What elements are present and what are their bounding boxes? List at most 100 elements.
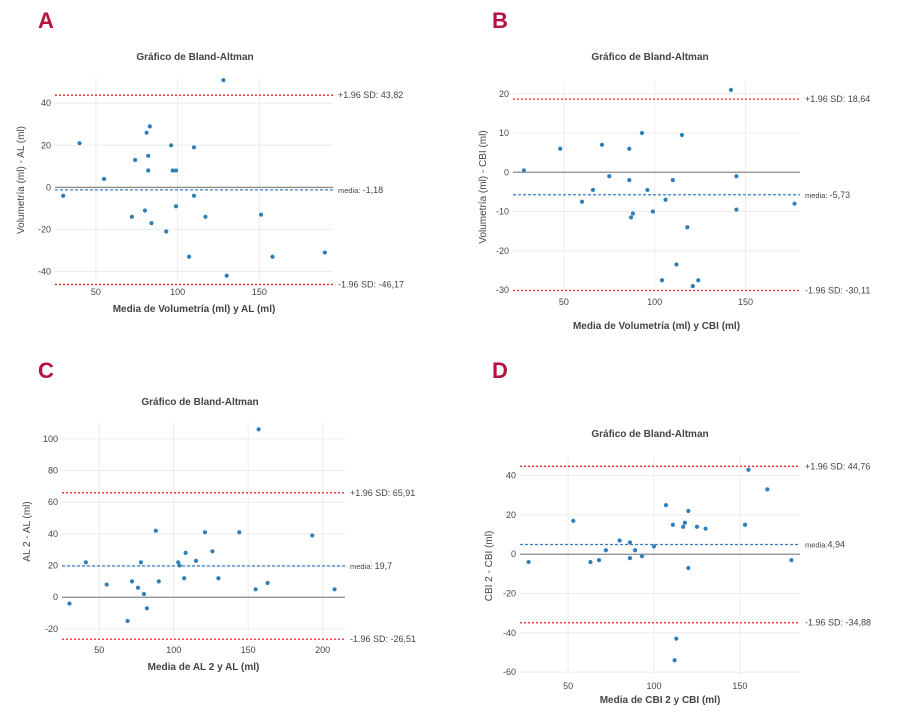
data-point (681, 524, 686, 529)
data-point (639, 130, 645, 136)
y-tick-label: 100 (43, 434, 58, 444)
data-point (258, 212, 264, 217)
data-point (627, 556, 633, 561)
data-point (164, 229, 169, 234)
data-point (191, 145, 197, 150)
data-point (674, 636, 679, 641)
data-point (696, 278, 701, 283)
upper-limit-label: +1.96 SD: 44,76 (805, 461, 870, 471)
data-point (177, 563, 182, 568)
data-point (186, 254, 192, 259)
data-point (253, 587, 258, 592)
x-tick-label: 150 (241, 645, 256, 655)
x-axis-label: Media de AL 2 y AL (ml) (148, 662, 260, 673)
x-axis-label: Media de Volumetría (ml) y AL (ml) (113, 304, 276, 315)
data-point (746, 467, 751, 472)
data-point (789, 558, 794, 563)
data-point (728, 87, 734, 92)
data-point (558, 146, 563, 151)
panel-d: D Gráfico de Bland-Altman +1.96 SD: 44,76 -… (484, 358, 871, 706)
data-point (590, 187, 596, 193)
data-point (603, 548, 608, 553)
data-point (332, 587, 337, 592)
data-point (670, 522, 675, 527)
data-point (672, 658, 677, 663)
y-tick-label: -40 (38, 266, 51, 276)
mean-label: media:4,94 (805, 540, 845, 550)
y-tick-label: 80 (48, 466, 58, 476)
data-point (734, 174, 739, 179)
x-tick-label: 150 (738, 297, 753, 307)
y-tick-label: 20 (499, 89, 509, 99)
mean-value: -5,73 (830, 190, 851, 200)
data-point (135, 585, 141, 590)
data-point (686, 508, 691, 514)
panel-c: C Gráfico de Bland-Altman +1.96 SD: 65,91 -… (22, 358, 416, 673)
chart-title: Gráfico de Bland-Altman (591, 52, 708, 63)
panel-letter: A (38, 8, 54, 33)
data-point (202, 530, 208, 535)
data-point (173, 168, 179, 173)
data-point (224, 273, 229, 278)
data-point (670, 178, 675, 183)
data-point (141, 591, 147, 597)
x-tick-label: 150 (732, 681, 747, 691)
mean-prefix: media: (338, 186, 363, 195)
x-axis-label: Media de CBI 2 y CBI (ml) (600, 695, 721, 706)
data-point (645, 187, 650, 193)
data-point (147, 124, 152, 129)
mean-label: media: -1,18 (338, 185, 383, 195)
y-axis-label: Volumetría (ml) - CBI (ml) (478, 130, 489, 243)
mean-prefix: media: (350, 562, 375, 571)
data-point (182, 576, 187, 581)
data-point (765, 487, 770, 492)
data-point (571, 518, 576, 523)
data-point (176, 560, 181, 565)
data-point (679, 132, 685, 138)
lower-limit-label: -1.96 SD: -34,88 (805, 618, 871, 628)
chart-title: Gráfico de Bland-Altman (141, 397, 258, 408)
mean-value: 19,7 (375, 561, 393, 571)
y-tick-label: 0 (46, 182, 51, 192)
mean-value: 4,94 (828, 540, 846, 550)
data-point (138, 560, 144, 565)
y-tick-label: 60 (48, 497, 58, 507)
lower-limit-label: -1.96 SD: -46,17 (338, 279, 404, 289)
data-point (153, 528, 158, 533)
data-point (101, 176, 107, 182)
upper-limit-label: +1.96 SD: 65,91 (350, 488, 415, 498)
x-tick-label: 200 (315, 645, 330, 655)
data-point (67, 601, 72, 606)
y-tick-label: -20 (496, 246, 509, 256)
data-point (129, 579, 135, 584)
data-point (659, 278, 665, 283)
y-tick-label: -20 (503, 589, 516, 599)
panel-letter: B (492, 8, 508, 33)
y-tick-label: -20 (38, 224, 51, 234)
data-point (210, 549, 215, 554)
mean-prefix: media: (805, 541, 828, 550)
data-point (521, 168, 526, 173)
data-point (632, 548, 638, 553)
data-point (526, 559, 531, 565)
y-tick-label: 0 (511, 549, 516, 559)
data-point (628, 215, 634, 220)
data-point (149, 221, 154, 226)
data-point (682, 520, 688, 525)
data-point (144, 606, 149, 611)
data-point (627, 540, 633, 545)
data-point (83, 560, 88, 565)
data-point (270, 254, 275, 259)
chart-title: Gráfico de Bland-Altman (136, 52, 253, 63)
data-point (588, 559, 593, 565)
data-point (146, 168, 151, 173)
data-point (694, 524, 700, 529)
data-point (125, 618, 130, 624)
x-tick-label: 100 (646, 681, 661, 691)
data-point (173, 204, 179, 209)
data-point (579, 199, 585, 204)
data-point (639, 554, 645, 559)
data-point (183, 550, 188, 555)
data-point (686, 565, 691, 571)
